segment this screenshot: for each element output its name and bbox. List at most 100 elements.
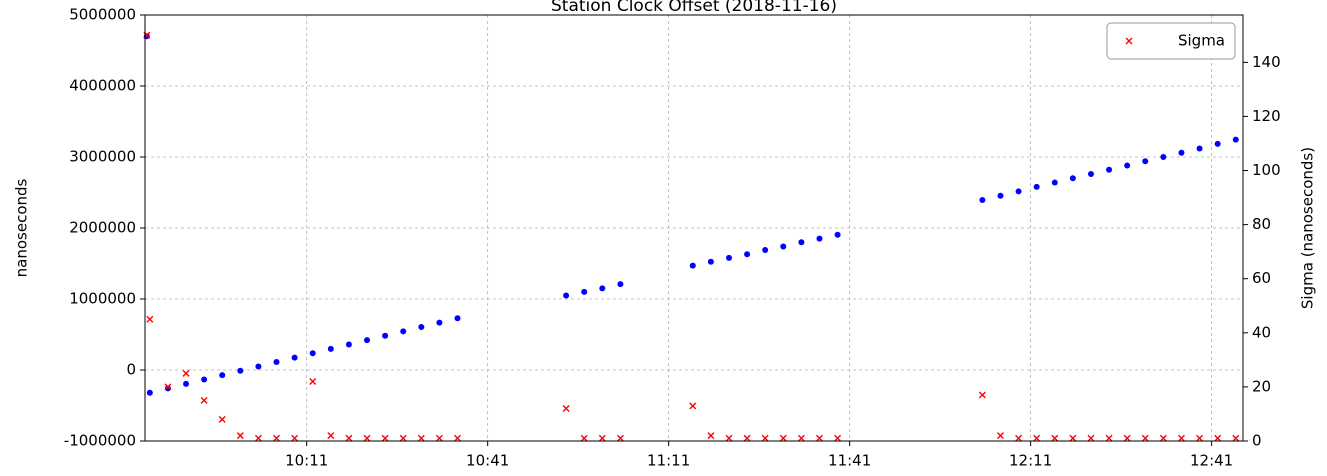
offset-point	[1232, 136, 1239, 143]
sigma-point	[345, 434, 353, 442]
offset-point	[454, 315, 461, 322]
y-tick-label: 4000000	[69, 77, 136, 95]
sigma-point	[218, 415, 226, 423]
y2-tick-label: 60	[1252, 269, 1271, 287]
offset-point	[1124, 162, 1131, 169]
offset-point	[436, 319, 443, 326]
y-tick-label: 0	[126, 361, 136, 379]
offset-point	[309, 350, 316, 357]
sigma-point	[1141, 434, 1149, 442]
offset-point	[327, 345, 334, 352]
sigma-point	[164, 383, 172, 391]
sigma-point	[815, 434, 823, 442]
legend-marker	[1125, 37, 1133, 45]
sigma-point	[381, 434, 389, 442]
offset-point	[146, 389, 153, 396]
sigma-point	[435, 434, 443, 442]
sigma-point	[996, 432, 1004, 440]
legend-label: Sigma	[1178, 32, 1225, 50]
sigma-point	[363, 434, 371, 442]
offset-point	[617, 281, 624, 288]
offset-point	[581, 288, 588, 295]
sigma-point	[146, 315, 154, 323]
sigma-point	[1105, 434, 1113, 442]
sigma-point	[1196, 434, 1204, 442]
sigma-point	[1232, 434, 1240, 442]
offset-point	[979, 196, 986, 203]
x-tick-label: 12:41	[1190, 452, 1233, 470]
y-tick-label: 1000000	[69, 290, 136, 308]
offset-point	[418, 323, 425, 330]
offset-point	[563, 292, 570, 299]
offset-point	[762, 247, 769, 254]
offset-point	[1106, 166, 1113, 173]
offset-point	[219, 372, 226, 379]
sigma-point	[562, 405, 570, 413]
sigma-point	[707, 432, 715, 440]
offset-point	[364, 337, 371, 344]
offset-point	[1178, 149, 1185, 156]
x-tick-label: 10:41	[466, 452, 509, 470]
y-tick-label: 3000000	[69, 148, 136, 166]
offset-point	[725, 254, 732, 261]
sigma-point	[454, 434, 462, 442]
sigma-point	[689, 402, 697, 410]
sigma-point	[417, 434, 425, 442]
sigma-point	[797, 434, 805, 442]
offset-point	[834, 231, 841, 238]
sigma-point	[834, 434, 842, 442]
x-tick-label: 11:41	[828, 452, 871, 470]
y-tick-label: 5000000	[69, 6, 136, 24]
offset-point	[997, 192, 1004, 199]
sigma-point	[616, 434, 624, 442]
offset-point	[1069, 175, 1076, 182]
offset-point	[1214, 140, 1221, 147]
sigma-point	[236, 432, 244, 440]
offset-point	[291, 354, 298, 361]
y2-tick-label: 80	[1252, 215, 1271, 233]
sigma-point	[1087, 434, 1095, 442]
y-tick-label: 2000000	[69, 219, 136, 237]
sigma-point	[254, 434, 262, 442]
offset-point	[689, 262, 696, 269]
offset-point	[237, 367, 244, 374]
sigma-point	[200, 396, 208, 404]
x-tick-label: 12:11	[1009, 452, 1052, 470]
offset-point	[798, 239, 805, 246]
y2-tick-label: 40	[1252, 323, 1271, 341]
offset-point	[183, 380, 190, 387]
sigma-point	[1214, 434, 1222, 442]
offset-point	[1033, 183, 1040, 190]
sigma-point	[291, 434, 299, 442]
sigma-point	[1159, 434, 1167, 442]
offset-point	[744, 251, 751, 258]
y2-tick-label: 140	[1252, 53, 1281, 71]
offset-point	[273, 359, 280, 366]
sigma-point	[743, 434, 751, 442]
y-tick-label: -1000000	[64, 432, 136, 450]
y2-tick-label: 100	[1252, 161, 1281, 179]
offset-point	[400, 328, 407, 335]
sigma-point	[1015, 434, 1023, 442]
offset-point	[1051, 179, 1058, 186]
y-axis-label: nanoseconds	[13, 178, 31, 277]
sigma-point	[399, 434, 407, 442]
offset-point	[599, 285, 606, 292]
x-tick-label: 11:11	[647, 452, 690, 470]
y2-tick-label: 20	[1252, 377, 1271, 395]
sigma-point	[309, 378, 317, 385]
offset-point	[201, 376, 208, 383]
offset-point	[1142, 158, 1149, 165]
x-tick-label: 10:11	[285, 452, 328, 470]
offset-point	[1160, 154, 1167, 160]
sigma-point	[580, 434, 588, 442]
sigma-point	[1123, 434, 1131, 442]
legend-box	[1106, 22, 1236, 60]
sigma-point	[725, 434, 733, 442]
sigma-point	[327, 432, 335, 440]
sigma-point	[761, 434, 769, 442]
y2-tick-label: 0	[1252, 432, 1262, 450]
plot-frame	[144, 14, 1244, 442]
offset-point	[255, 363, 262, 370]
